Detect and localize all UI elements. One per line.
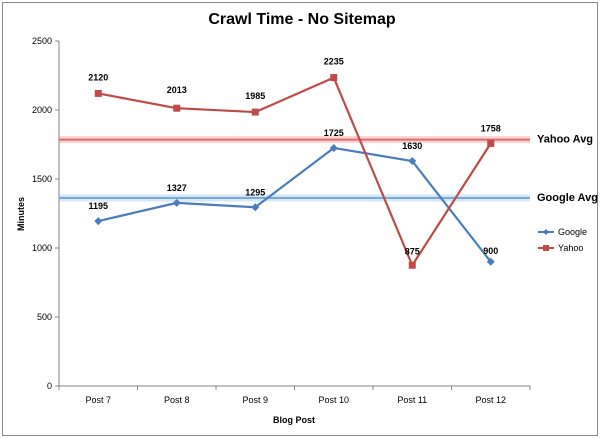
- y-tick-label: 0: [47, 381, 52, 391]
- chart-title: Crawl Time - No Sitemap: [208, 11, 396, 28]
- data-label: 1630: [402, 141, 422, 151]
- y-tick-label: 2500: [32, 36, 52, 46]
- data-point: [487, 139, 495, 147]
- data-label: 1327: [167, 183, 187, 193]
- y-tick-label: 1000: [32, 243, 52, 253]
- x-tick-label: Post 9: [242, 395, 268, 405]
- reference-lines: Yahoo Avg Google Avg: [59, 134, 598, 204]
- data-point: [408, 261, 416, 269]
- legend-marker: [543, 229, 549, 235]
- x-tick-label: Post 10: [318, 395, 349, 405]
- data-label: 1725: [324, 128, 344, 138]
- data-point: [329, 143, 338, 152]
- legend-marker: [543, 245, 549, 251]
- y-axis-title: Minutes: [16, 197, 26, 231]
- x-tick-label: Post 12: [475, 395, 506, 405]
- data-label: 2235: [324, 57, 344, 67]
- data-point: [486, 257, 495, 266]
- data-label: 875: [405, 246, 420, 256]
- data-point: [408, 157, 417, 166]
- legend-label: Google: [558, 227, 587, 237]
- legend-label: Yahoo: [558, 243, 583, 253]
- data-label: 2013: [167, 85, 187, 95]
- data-label: 1758: [481, 123, 501, 133]
- x-tick-label: Post 7: [85, 395, 111, 405]
- series-line: [98, 146, 492, 263]
- data-label: 1985: [245, 91, 265, 101]
- ref-line-label: Google Avg: [537, 192, 598, 204]
- series-line: [98, 76, 492, 267]
- series-layer: 1195 1327 1295 1725 1630 900 2120 2013 1985 2235 8…: [88, 57, 501, 269]
- data-point: [94, 89, 102, 97]
- legend: Google Yahoo: [538, 227, 587, 253]
- data-label: 2120: [88, 72, 108, 82]
- data-point: [173, 104, 181, 112]
- y-tick-label: 1500: [32, 174, 52, 184]
- ref-line-label: Yahoo Avg: [537, 134, 593, 146]
- data-point: [94, 217, 103, 226]
- data-label: 1295: [245, 187, 265, 197]
- x-tick-label: Post 11: [397, 395, 427, 405]
- x-axis-title: Blog Post: [273, 415, 315, 425]
- data-point: [251, 203, 260, 212]
- data-label: 900: [483, 246, 498, 256]
- y-tick-label: 2000: [32, 105, 52, 115]
- x-tick-label: Post 8: [164, 395, 190, 405]
- data-label: 1195: [88, 201, 108, 211]
- y-tick-label: 500: [37, 312, 52, 322]
- data-point: [172, 198, 181, 207]
- axes: 0 500 1000 1500 2000 2500 Post 7 Post 8 Post 9 Po…: [32, 36, 531, 405]
- data-point: [330, 74, 338, 82]
- data-point: [251, 108, 259, 116]
